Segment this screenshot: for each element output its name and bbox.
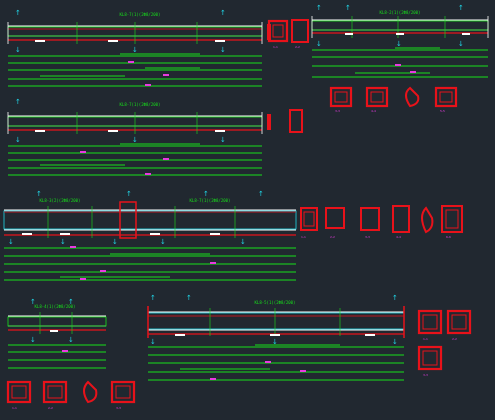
axis-marker: ↓ xyxy=(8,238,14,246)
section-detail-row-2[interactable]: 1-1 2-2 3-3 4-4 6-6 xyxy=(300,205,463,239)
axis-marker: ↓ xyxy=(458,40,464,48)
section-tag: 3-3 xyxy=(335,109,340,113)
axis-marker: ↓ xyxy=(30,336,36,344)
section-detail-1[interactable]: 1-1 2-2 xyxy=(267,19,309,49)
axis-marker: ↑ xyxy=(15,98,21,106)
axis-marker: ↑ xyxy=(316,4,322,12)
axis-marker: ↓ xyxy=(396,40,402,48)
axis-marker: ↓ xyxy=(60,238,66,246)
rebar-schedule-2 xyxy=(312,47,488,78)
beam-label-3: KL8-7(1)(2Ф8/200) xyxy=(120,102,161,107)
axis-marker: ↓ xyxy=(112,238,118,246)
section-tag: 2-2 xyxy=(452,337,457,341)
axis-marker: ↓ xyxy=(272,338,278,346)
beam-label-4: KL8-3(2)(2Ф8/200) xyxy=(40,198,81,203)
beam-label-5: KL8-7(1)(2Ф8/200) xyxy=(190,198,231,203)
beam-elevation-3[interactable]: KL8-7(1)(2Ф8/200) ↑ ↓ ↓ ↓ xyxy=(7,98,303,144)
beam-elevation-4[interactable]: KL8-3(2)(2Ф8/200) KL8-7(1)(2Ф8/200) ↑ ↑ … xyxy=(3,190,297,246)
axis-marker: ↑ xyxy=(150,294,156,302)
section-detail-row-4[interactable]: 1-1 2-2 3-3 xyxy=(417,309,472,377)
axis-marker: ↑ xyxy=(186,294,192,302)
axis-marker: ↑ xyxy=(15,9,21,17)
beam-label-7: KL8-5(1)(2Ф8/200) xyxy=(255,300,296,305)
section-tag: 4-4 xyxy=(396,235,401,239)
section-tag: 2-2 xyxy=(295,45,300,49)
section-tag: 2-2 xyxy=(330,235,335,239)
axis-marker: ↑ xyxy=(392,294,398,302)
section-tag: 2-2 xyxy=(48,406,53,410)
beam-elevation-6[interactable]: KL8-5(1)(2Ф8/200) ↑ ↑ ↑ ↓ ↓ ↓ xyxy=(147,294,405,346)
axis-marker: ↑ xyxy=(126,190,132,198)
axis-marker: ↑ xyxy=(203,190,209,198)
axis-marker: ↑ xyxy=(36,190,42,198)
axis-marker: ↓ xyxy=(220,46,226,54)
axis-marker: ↓ xyxy=(150,338,156,346)
axis-marker: ↓ xyxy=(392,338,398,346)
beam-label-2: KL8-2(1)(2Ф8/200) xyxy=(380,10,421,15)
beam-elevation-2[interactable]: KL8-2(1)(2Ф8/200) ↑ ↑ ↑ ↓ ↓ ↓ xyxy=(311,4,489,48)
axis-marker: ↓ xyxy=(220,136,226,144)
axis-marker: ↓ xyxy=(132,136,138,144)
axis-marker: ↑ xyxy=(345,4,351,12)
rebar-schedule-3 xyxy=(8,143,262,176)
axis-marker: ↑ xyxy=(258,190,264,198)
axis-marker: ↓ xyxy=(316,40,322,48)
section-tag: 5-5 xyxy=(440,109,445,113)
beam-label-1: KL8-7(1)(2Ф8/200) xyxy=(120,12,161,17)
rebar-schedule-1 xyxy=(8,53,262,87)
beam-label-6: KL8-4(1)(2Ф8/200) xyxy=(35,304,76,309)
section-detail-row-1[interactable]: 3-3 4-4 5-5 xyxy=(329,86,458,113)
axis-marker: ↑ xyxy=(68,298,74,306)
axis-marker: ↓ xyxy=(240,238,246,246)
rebar-schedule-6 xyxy=(148,344,404,381)
section-tag: 1-1 xyxy=(423,337,428,341)
rebar-schedule-4 xyxy=(4,246,296,281)
rebar-schedule-5 xyxy=(8,344,106,369)
axis-marker: ↓ xyxy=(15,136,21,144)
section-tag: 1-1 xyxy=(301,235,306,239)
section-tag: 3-3 xyxy=(365,235,370,239)
beam-elevation-1[interactable]: KL8-7(1)(2Ф8/200) ↑ ↑ ↓ ↓ ↓ xyxy=(7,9,271,54)
section-detail-row-3[interactable]: 1-1 2-2 3-3 xyxy=(6,380,136,410)
section-tag: 4-4 xyxy=(371,109,376,113)
axis-marker: ↑ xyxy=(30,298,36,306)
axis-marker: ↓ xyxy=(160,238,166,246)
axis-marker: ↓ xyxy=(68,336,74,344)
axis-marker: ↑ xyxy=(220,9,226,17)
axis-marker: ↓ xyxy=(15,46,21,54)
section-tag: 6-6 xyxy=(446,235,451,239)
section-tag: 3-3 xyxy=(116,406,121,410)
section-tag: 1-1 xyxy=(12,406,17,410)
section-tag: 3-3 xyxy=(423,373,428,377)
axis-marker: ↑ xyxy=(458,4,464,12)
beam-elevation-5[interactable]: KL8-4(1)(2Ф8/200) ↑ ↑ ↓ ↓ xyxy=(7,298,107,344)
axis-marker: ↓ xyxy=(132,46,138,54)
section-tag: 1-1 xyxy=(273,45,278,49)
